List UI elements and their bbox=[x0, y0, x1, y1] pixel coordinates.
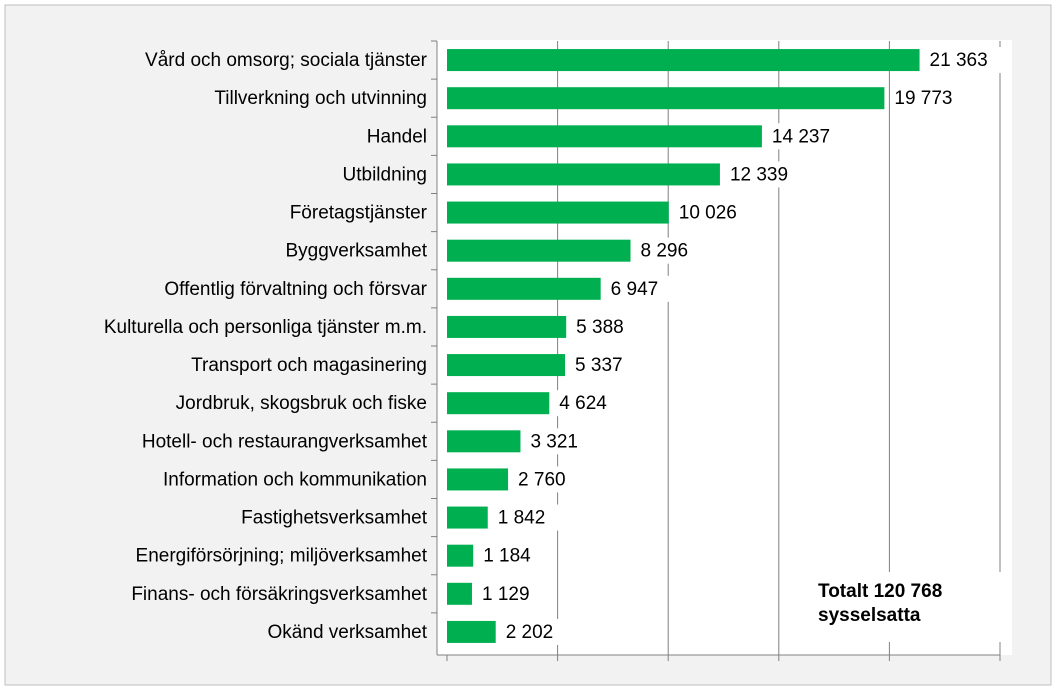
value-label: 19 773 bbox=[894, 88, 952, 109]
bar bbox=[447, 544, 474, 567]
bar bbox=[447, 354, 566, 377]
value-label-bg bbox=[890, 85, 967, 112]
y-tick-label: Vård och omsorg; sociala tjänster bbox=[145, 50, 428, 71]
bar bbox=[447, 468, 509, 491]
value-label: 10 026 bbox=[679, 203, 737, 224]
y-tick-label: Utbildning bbox=[343, 164, 428, 185]
bar bbox=[447, 506, 488, 529]
y-tick-label: Tillverkning och utvinning bbox=[214, 88, 427, 109]
bar bbox=[447, 49, 920, 72]
value-label-bg bbox=[477, 580, 554, 607]
bar bbox=[447, 163, 720, 186]
value-label: 4 624 bbox=[559, 393, 607, 414]
value-label-bg bbox=[514, 466, 591, 493]
bar bbox=[447, 430, 521, 453]
annotation: Totalt 120 768 bbox=[818, 581, 942, 602]
y-tick-label: Offentlig förvaltning och försvar bbox=[164, 279, 427, 300]
bar bbox=[447, 620, 496, 643]
bar bbox=[447, 392, 550, 415]
value-label-bg bbox=[501, 618, 578, 645]
value-label-bg bbox=[572, 313, 649, 340]
value-label-bg bbox=[925, 47, 1002, 74]
y-tick-label: Kulturella och personliga tjänster m.m. bbox=[104, 317, 427, 338]
y-tick-label: Jordbruk, skogsbruk och fiske bbox=[176, 393, 427, 414]
value-label: 21 363 bbox=[930, 50, 988, 71]
value-label-bg bbox=[606, 275, 683, 302]
y-tick-label: Transport och magasinering bbox=[191, 355, 427, 376]
value-label: 2 760 bbox=[518, 469, 566, 490]
value-label: 14 237 bbox=[772, 126, 830, 147]
value-label: 6 947 bbox=[611, 279, 659, 300]
value-label: 5 388 bbox=[576, 317, 624, 338]
bar bbox=[447, 315, 567, 338]
value-label: 1 184 bbox=[483, 546, 531, 567]
value-label-bg bbox=[767, 123, 844, 150]
y-tick-label: Information och kommunikation bbox=[163, 469, 427, 490]
bar bbox=[447, 201, 669, 224]
value-label: 8 296 bbox=[641, 241, 689, 262]
annotation-box bbox=[812, 572, 1002, 642]
value-label-bg bbox=[493, 504, 570, 531]
value-label: 5 337 bbox=[575, 355, 623, 376]
value-label: 12 339 bbox=[730, 164, 788, 185]
y-tick-label: Fastighetsverksamhet bbox=[241, 508, 428, 529]
value-label: 1 842 bbox=[498, 508, 546, 529]
y-tick-label: Företagstjänster bbox=[290, 203, 428, 224]
value-label-bg bbox=[526, 428, 603, 455]
y-tick-label: Okänd verksamhet bbox=[268, 622, 428, 643]
bar bbox=[447, 277, 601, 300]
y-tick-label: Finans- och försäkringsverksamhet bbox=[131, 584, 427, 605]
value-label-bg bbox=[571, 352, 648, 379]
bar bbox=[447, 239, 631, 262]
value-label-bg bbox=[725, 161, 802, 188]
bar bbox=[447, 87, 885, 110]
annotation: sysselsatta bbox=[818, 605, 921, 626]
value-label-bg bbox=[674, 199, 751, 226]
value-label: 2 202 bbox=[506, 622, 554, 643]
y-tick-label: Handel bbox=[367, 126, 427, 147]
value-label: 1 129 bbox=[482, 584, 530, 605]
value-label-bg bbox=[479, 542, 556, 569]
bar bbox=[447, 125, 762, 148]
y-tick-label: Hotell- och restaurangverksamhet bbox=[142, 431, 428, 452]
y-tick-label: Byggverksamhet bbox=[285, 241, 427, 262]
value-label-bg bbox=[636, 237, 713, 264]
y-tick-label: Energiförsörjning; miljöverksamhet bbox=[136, 546, 428, 567]
value-label: 3 321 bbox=[530, 431, 578, 452]
bar bbox=[447, 582, 472, 605]
value-label-bg bbox=[555, 390, 632, 417]
